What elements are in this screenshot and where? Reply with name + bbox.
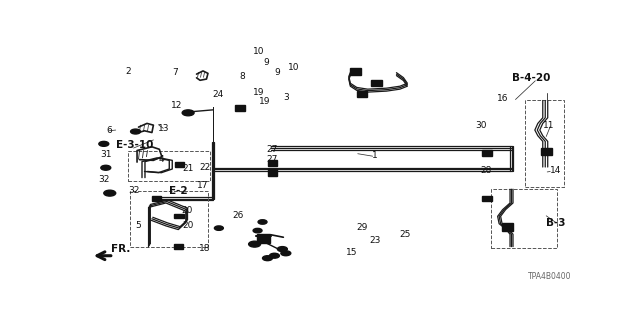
- Bar: [356, 91, 367, 97]
- Text: 3: 3: [283, 93, 289, 102]
- Bar: [127, 151, 210, 181]
- Bar: [268, 169, 277, 176]
- Text: 29: 29: [356, 223, 367, 232]
- Bar: [175, 162, 184, 167]
- Circle shape: [277, 247, 287, 252]
- Text: 28: 28: [480, 166, 492, 175]
- Bar: [152, 196, 161, 201]
- Text: FR.: FR.: [111, 244, 130, 254]
- Text: 18: 18: [199, 244, 211, 253]
- Text: 2: 2: [126, 67, 131, 76]
- Circle shape: [262, 256, 273, 261]
- Text: 27: 27: [267, 145, 278, 154]
- Text: 7: 7: [172, 68, 178, 77]
- Bar: [257, 234, 269, 243]
- Circle shape: [214, 226, 223, 230]
- Text: 4: 4: [159, 155, 164, 164]
- Bar: [525, 100, 564, 187]
- Text: 8: 8: [240, 72, 246, 81]
- Text: 14: 14: [550, 166, 561, 175]
- Text: 10: 10: [253, 47, 264, 56]
- Text: 9: 9: [263, 58, 269, 67]
- Text: 20: 20: [182, 221, 194, 230]
- Bar: [173, 244, 182, 249]
- Circle shape: [269, 253, 280, 258]
- Bar: [174, 214, 184, 218]
- Circle shape: [253, 228, 262, 233]
- Circle shape: [101, 165, 111, 170]
- Text: 20: 20: [181, 206, 193, 215]
- Circle shape: [104, 190, 116, 196]
- Bar: [129, 191, 208, 247]
- Text: 32: 32: [128, 186, 140, 195]
- Text: E-2: E-2: [169, 186, 188, 196]
- Text: 22: 22: [200, 163, 211, 172]
- Circle shape: [258, 220, 267, 224]
- Bar: [350, 68, 361, 75]
- Bar: [371, 80, 382, 86]
- Text: 1: 1: [372, 151, 378, 160]
- Circle shape: [131, 129, 141, 134]
- Text: 23: 23: [369, 236, 381, 245]
- Text: 11: 11: [543, 121, 554, 130]
- Text: 10: 10: [287, 63, 299, 72]
- Text: 19: 19: [253, 88, 264, 97]
- Text: 30: 30: [475, 121, 486, 130]
- Text: 16: 16: [497, 93, 508, 102]
- Text: 17: 17: [197, 181, 209, 190]
- Text: 15: 15: [346, 248, 358, 257]
- Text: TPA4B0400: TPA4B0400: [529, 272, 572, 281]
- Circle shape: [248, 241, 260, 247]
- Text: 25: 25: [399, 230, 411, 239]
- Text: B-3: B-3: [547, 218, 566, 228]
- Bar: [502, 223, 513, 231]
- Circle shape: [281, 251, 291, 256]
- Text: E-3-10: E-3-10: [116, 140, 153, 150]
- Text: 24: 24: [212, 90, 223, 99]
- Circle shape: [182, 110, 194, 116]
- Text: 31: 31: [100, 150, 111, 159]
- Bar: [541, 148, 552, 155]
- Circle shape: [99, 141, 109, 146]
- Text: 5: 5: [136, 221, 141, 230]
- Text: 12: 12: [171, 101, 182, 110]
- Text: 21: 21: [182, 164, 194, 173]
- Text: 32: 32: [98, 175, 109, 184]
- Text: 19: 19: [259, 98, 270, 107]
- Text: 6: 6: [106, 126, 111, 135]
- Text: 13: 13: [157, 124, 169, 133]
- Text: 9: 9: [275, 68, 280, 77]
- Text: 27: 27: [267, 155, 278, 164]
- Text: B-4-20: B-4-20: [512, 73, 550, 83]
- Bar: [482, 196, 492, 201]
- Bar: [235, 105, 244, 111]
- Bar: [482, 150, 492, 156]
- Bar: [491, 189, 557, 248]
- Bar: [268, 160, 277, 166]
- Text: 26: 26: [232, 211, 243, 220]
